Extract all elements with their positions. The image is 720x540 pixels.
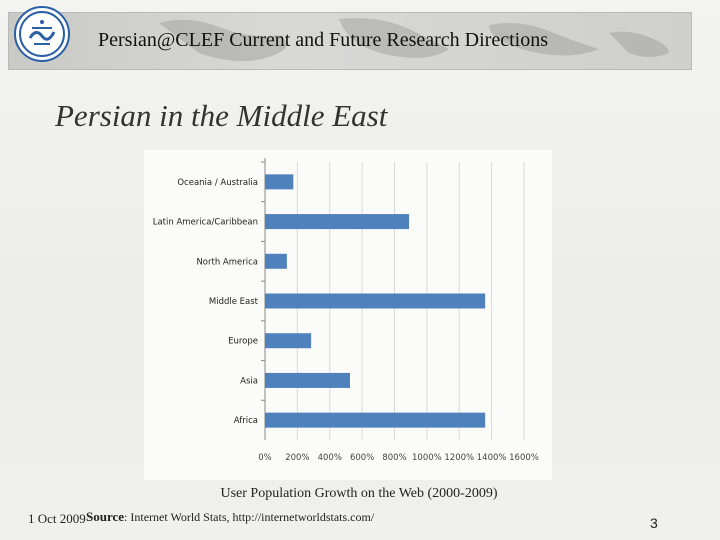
chart-panel: 0% 200% 400% 600% 800% 1000% 1200% 1400% 1600% Oc… — [144, 150, 552, 480]
bar-chart: 0% 200% 400% 600% 800% 1000% 1200% 1400% 1600% Oc… — [153, 158, 539, 463]
category-label: Africa — [234, 416, 258, 426]
x-tick-label: 800% — [382, 453, 406, 463]
category-label: Asia — [240, 376, 258, 386]
category-label: Latin America/Caribbean — [153, 218, 258, 228]
source-citation: Source: Internet World Stats, http://int… — [86, 509, 374, 525]
x-tick-label: 1400% — [477, 453, 507, 463]
logo-emblem-icon — [19, 11, 65, 57]
source-text: : Internet World Stats, http://internetw… — [124, 510, 375, 524]
world-map-pattern — [159, 18, 669, 62]
x-tick-label: 1000% — [412, 453, 442, 463]
chart-caption: User Population Growth on the Web (2000-… — [220, 486, 498, 501]
x-tick-label: 600% — [350, 453, 374, 463]
bar — [265, 214, 410, 230]
source-label: Source — [86, 509, 125, 524]
slide-date: 1 Oct 2009 — [28, 511, 86, 526]
category-label: Middle East — [209, 297, 259, 307]
bar — [265, 174, 294, 190]
bar — [265, 293, 486, 309]
x-tick-label: 1200% — [444, 453, 474, 463]
header-title: Persian@CLEF Current and Future Research… — [98, 29, 548, 51]
page-number: 3 — [650, 515, 658, 531]
x-tick-label: 0% — [258, 453, 272, 463]
bar — [265, 253, 287, 269]
header-banner — [8, 12, 692, 70]
category-label: Oceania / Australia — [177, 178, 258, 188]
bar — [265, 333, 312, 349]
category-label: North America — [196, 257, 258, 267]
category-label: Europe — [228, 337, 258, 347]
university-logo-icon — [14, 6, 70, 62]
bar — [265, 372, 350, 388]
slide-title: Persian in the Middle East — [55, 98, 388, 133]
x-tick-label: 1600% — [509, 453, 539, 463]
bar — [265, 412, 486, 428]
x-tick-label: 400% — [318, 453, 342, 463]
x-tick-label: 200% — [285, 453, 309, 463]
